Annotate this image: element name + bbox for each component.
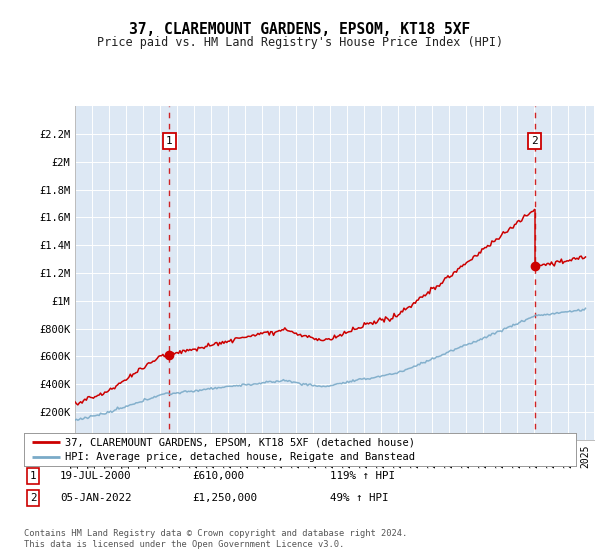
Text: HPI: Average price, detached house, Reigate and Banstead: HPI: Average price, detached house, Reig… <box>65 452 415 462</box>
Text: 2: 2 <box>30 493 36 503</box>
Text: Contains HM Land Registry data © Crown copyright and database right 2024.
This d: Contains HM Land Registry data © Crown c… <box>24 529 407 549</box>
Text: £1,250,000: £1,250,000 <box>192 493 257 503</box>
Text: 37, CLAREMOUNT GARDENS, EPSOM, KT18 5XF: 37, CLAREMOUNT GARDENS, EPSOM, KT18 5XF <box>130 22 470 38</box>
Text: 119% ↑ HPI: 119% ↑ HPI <box>330 471 395 481</box>
Text: 49% ↑ HPI: 49% ↑ HPI <box>330 493 389 503</box>
Text: 05-JAN-2022: 05-JAN-2022 <box>60 493 131 503</box>
Text: £610,000: £610,000 <box>192 471 244 481</box>
Text: 19-JUL-2000: 19-JUL-2000 <box>60 471 131 481</box>
Text: 1: 1 <box>166 137 173 146</box>
Text: Price paid vs. HM Land Registry's House Price Index (HPI): Price paid vs. HM Land Registry's House … <box>97 36 503 49</box>
Text: 1: 1 <box>30 471 36 481</box>
Text: 2: 2 <box>531 137 538 146</box>
Text: 37, CLAREMOUNT GARDENS, EPSOM, KT18 5XF (detached house): 37, CLAREMOUNT GARDENS, EPSOM, KT18 5XF … <box>65 437 415 447</box>
